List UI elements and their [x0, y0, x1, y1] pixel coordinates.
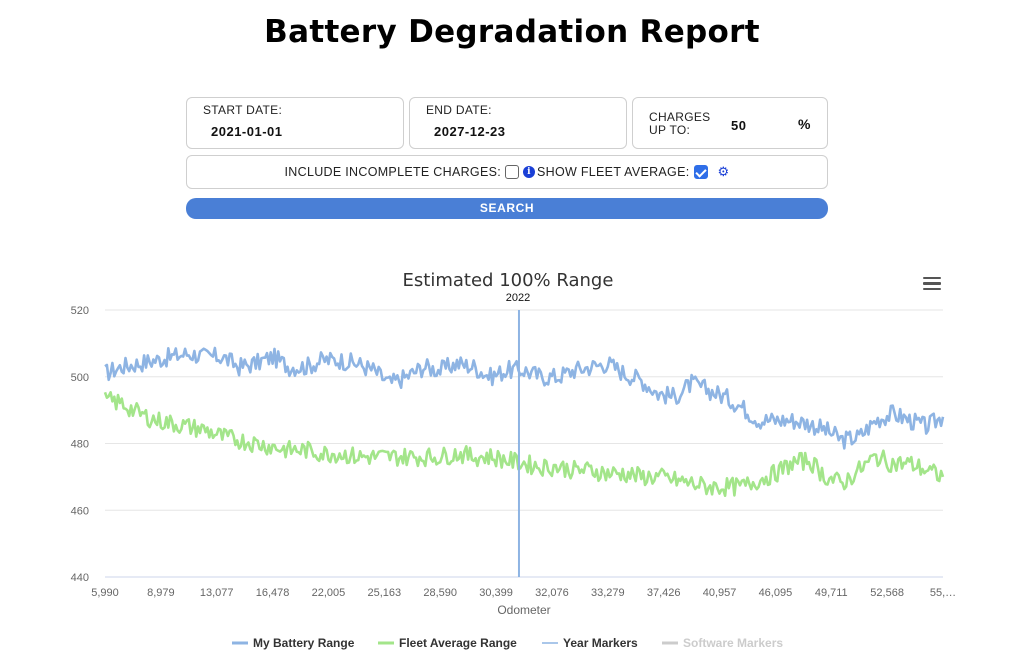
- page-title: Battery Degradation Report: [264, 14, 760, 50]
- x-tick-label: 8,979: [147, 587, 175, 599]
- x-tick-label: 37,426: [647, 587, 681, 599]
- y-tick-label: 460: [71, 505, 89, 517]
- legend-label: Year Markers: [563, 636, 638, 650]
- series-line-my-battery-range: [104, 346, 945, 450]
- x-axis-label: Odometer: [497, 603, 550, 617]
- charges-value[interactable]: 50: [731, 118, 747, 133]
- series-line-fleet-average-range: [103, 391, 945, 497]
- x-tick-label: 52,568: [870, 587, 904, 599]
- fleet-average-label: SHOW FLEET AVERAGE:: [537, 165, 690, 179]
- x-tick-label: 30,399: [479, 587, 513, 599]
- info-icon[interactable]: i: [523, 166, 535, 178]
- range-chart: Estimated 100% Range 440 460 480 500 520 5,9…: [71, 270, 957, 650]
- x-tick-label: 46,095: [759, 587, 793, 599]
- end-date-value[interactable]: 2027-12-23: [434, 124, 506, 139]
- y-tick-label: 500: [71, 372, 89, 384]
- x-tick-label: 55,…: [930, 587, 956, 599]
- charges-label-line1: CHARGES: [649, 110, 711, 124]
- chart-menu-icon[interactable]: [923, 277, 941, 291]
- y-tick-label: 440: [71, 572, 89, 584]
- chart-title: Estimated 100% Range: [403, 270, 614, 291]
- y-tick-label: 520: [71, 305, 89, 317]
- x-tick-label: 28,590: [423, 587, 457, 599]
- search-button[interactable]: SEARCH: [186, 198, 828, 219]
- start-date-field[interactable]: START DATE: 2021-01-01: [186, 97, 404, 149]
- legend-label: Fleet Average Range: [399, 636, 517, 650]
- end-date-field[interactable]: END DATE: 2027-12-23: [409, 97, 627, 149]
- x-tick-label: 5,990: [91, 587, 119, 599]
- charges-field[interactable]: CHARGES UP TO: 50 %: [632, 97, 828, 149]
- legend-label: My Battery Range: [253, 636, 355, 650]
- start-date-value[interactable]: 2021-01-01: [211, 124, 283, 139]
- x-tick-label: 22,005: [312, 587, 346, 599]
- x-tick-label: 33,279: [591, 587, 625, 599]
- legend-item[interactable]: My Battery Range: [232, 636, 355, 650]
- start-date-label: START DATE:: [203, 103, 283, 117]
- gear-icon[interactable]: ⚙: [717, 164, 730, 179]
- incomplete-charges-label: INCLUDE INCOMPLETE CHARGES:: [284, 165, 501, 179]
- options-row: INCLUDE INCOMPLETE CHARGES: i SHOW FLEET…: [186, 155, 828, 189]
- legend-item[interactable]: Year Markers: [542, 636, 638, 650]
- x-tick-label: 32,076: [535, 587, 569, 599]
- y-tick-label: 480: [71, 439, 89, 451]
- x-tick-label: 25,163: [368, 587, 402, 599]
- legend-item[interactable]: Software Markers: [662, 636, 783, 650]
- charges-label-line2: UP TO:: [649, 123, 691, 137]
- x-tick-label: 16,478: [256, 587, 290, 599]
- legend-label: Software Markers: [683, 636, 783, 650]
- incomplete-charges-checkbox[interactable]: [505, 165, 519, 179]
- year-marker-label: 2022: [506, 292, 530, 304]
- legend-item[interactable]: Fleet Average Range: [378, 636, 517, 650]
- fleet-average-checkbox[interactable]: [693, 165, 708, 179]
- end-date-label: END DATE:: [426, 103, 492, 117]
- x-tick-label: 49,711: [815, 587, 848, 599]
- charges-unit: %: [798, 116, 811, 132]
- x-tick-label: 40,957: [703, 587, 737, 599]
- x-tick-label: 13,077: [200, 587, 234, 599]
